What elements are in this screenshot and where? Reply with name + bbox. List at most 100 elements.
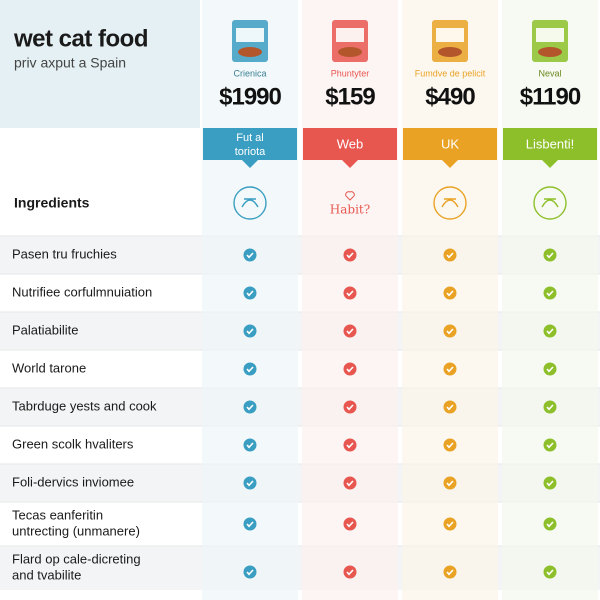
check-circle bbox=[443, 248, 457, 262]
tab-label: UK bbox=[441, 136, 459, 151]
check-circle bbox=[543, 438, 557, 452]
check-tick bbox=[546, 252, 554, 259]
check-tick bbox=[446, 569, 454, 576]
check-mark bbox=[243, 565, 257, 579]
check-circle bbox=[443, 476, 457, 490]
row-stripe bbox=[0, 388, 600, 426]
check-mark bbox=[443, 248, 457, 262]
row-label: World tarone bbox=[12, 360, 86, 375]
ingredient-icon bbox=[233, 186, 267, 220]
check-circle bbox=[543, 565, 557, 579]
ingredient-icon bbox=[533, 186, 567, 220]
row-label: Palatiabilite bbox=[12, 322, 79, 337]
check-tick bbox=[246, 442, 254, 449]
icon-ring bbox=[433, 186, 467, 220]
check-mark bbox=[243, 517, 257, 531]
check-mark bbox=[343, 362, 357, 376]
check-circle bbox=[243, 400, 257, 414]
check-mark bbox=[243, 362, 257, 376]
check-circle bbox=[543, 324, 557, 338]
icon-heart bbox=[345, 191, 355, 201]
ingredient-icon bbox=[433, 186, 467, 220]
check-circle bbox=[243, 517, 257, 531]
check-mark bbox=[443, 324, 457, 338]
check-circle bbox=[443, 400, 457, 414]
check-tick bbox=[246, 404, 254, 411]
check-tick bbox=[246, 480, 254, 487]
check-mark bbox=[543, 517, 557, 531]
tab bbox=[203, 128, 297, 168]
check-circle bbox=[343, 248, 357, 262]
check-mark bbox=[343, 476, 357, 490]
icon-text: Habit? bbox=[330, 203, 370, 217]
check-tick bbox=[446, 290, 454, 297]
check-mark bbox=[543, 476, 557, 490]
check-tick bbox=[546, 569, 554, 576]
check-tick bbox=[546, 366, 554, 373]
check-circle bbox=[443, 286, 457, 300]
tab bbox=[303, 128, 397, 168]
check-circle bbox=[443, 324, 457, 338]
check-tick bbox=[446, 404, 454, 411]
check-mark bbox=[343, 286, 357, 300]
check-circle bbox=[543, 517, 557, 531]
check-circle bbox=[343, 476, 357, 490]
check-tick bbox=[346, 480, 354, 487]
row-label: Green scolk hvaliters bbox=[12, 436, 134, 451]
check-circle bbox=[443, 438, 457, 452]
check-circle bbox=[243, 286, 257, 300]
check-tick bbox=[346, 366, 354, 373]
check-tick bbox=[346, 521, 354, 528]
check-tick bbox=[346, 290, 354, 297]
check-mark bbox=[243, 476, 257, 490]
check-mark bbox=[343, 438, 357, 452]
check-tick bbox=[246, 290, 254, 297]
check-circle bbox=[343, 362, 357, 376]
check-tick bbox=[546, 521, 554, 528]
tab-label: Web bbox=[337, 136, 364, 151]
product-name: Crienica bbox=[233, 68, 266, 78]
check-mark bbox=[343, 400, 357, 414]
check-circle bbox=[243, 565, 257, 579]
row-label: Tabrduge yests and cook bbox=[12, 398, 157, 413]
check-tick bbox=[446, 480, 454, 487]
check-circle bbox=[243, 362, 257, 376]
icon-shape bbox=[241, 198, 259, 208]
check-mark bbox=[543, 324, 557, 338]
check-mark bbox=[443, 286, 457, 300]
check-tick bbox=[346, 252, 354, 259]
row-stripe bbox=[0, 312, 600, 350]
column-tint bbox=[202, 0, 298, 600]
product-name: Neval bbox=[538, 68, 561, 78]
check-tick bbox=[346, 328, 354, 335]
check-tick bbox=[546, 404, 554, 411]
product-image bbox=[232, 20, 268, 62]
check-circle bbox=[543, 286, 557, 300]
check-tick bbox=[346, 404, 354, 411]
check-circle bbox=[243, 324, 257, 338]
package-food bbox=[438, 47, 462, 57]
icon-ring bbox=[233, 186, 267, 220]
icon-ring bbox=[533, 186, 567, 220]
package-food bbox=[238, 47, 262, 57]
row-label: and tvabilite bbox=[12, 567, 81, 582]
check-tick bbox=[246, 569, 254, 576]
icon-shape bbox=[541, 198, 559, 208]
price: $1190 bbox=[520, 83, 581, 110]
check-mark bbox=[443, 438, 457, 452]
product-name: Fumdve de pelicit bbox=[415, 68, 486, 78]
check-circle bbox=[343, 565, 357, 579]
check-mark bbox=[543, 362, 557, 376]
check-circle bbox=[243, 248, 257, 262]
check-mark bbox=[443, 476, 457, 490]
check-mark bbox=[343, 565, 357, 579]
check-circle bbox=[343, 438, 357, 452]
check-tick bbox=[246, 521, 254, 528]
check-mark bbox=[343, 248, 357, 262]
check-mark bbox=[443, 517, 457, 531]
check-mark bbox=[543, 286, 557, 300]
check-circle bbox=[543, 476, 557, 490]
tab-label: toriota bbox=[235, 146, 266, 158]
